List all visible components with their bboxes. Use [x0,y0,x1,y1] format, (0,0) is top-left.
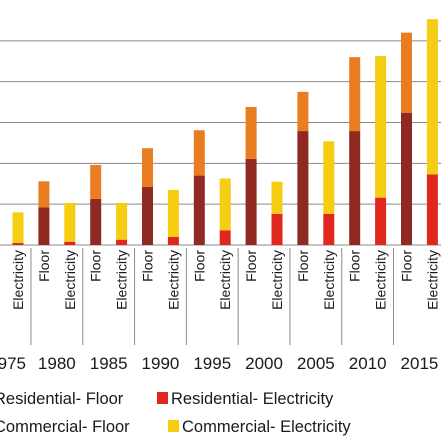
bar-segment [193,130,205,176]
bar-segment [116,239,128,245]
year-label: 2005 [297,354,335,373]
bar-segment [297,131,309,245]
bar-segment [12,212,24,243]
x-tick-label: Floor [399,250,415,282]
bar-segment [142,187,153,245]
bar-segment [401,32,412,113]
bar-segment [142,148,153,188]
x-tick-label: Electricity [10,250,26,310]
legend-label: Residential- Electricity [171,390,334,408]
x-tick-label: Electricity [424,250,440,310]
x-tick-label: Floor [295,250,311,282]
year-label: 2015 [401,354,439,373]
bar-segment [375,197,387,245]
bar-segment [271,181,283,214]
bar-segment [167,189,179,237]
bar-segment [245,158,257,245]
bar-segment [167,236,179,245]
bar-segment [38,181,50,208]
bars [12,19,438,245]
x-tick-labels: Electricity Floor Electricity Floor Electric… [10,250,440,310]
legend: Residential- Floor Residential- Electrici… [0,390,351,436]
bar-segment [426,19,438,175]
bar-segment [323,213,335,245]
year-label: 2000 [245,354,283,373]
bar-segment [323,141,335,214]
bar-segment [401,112,412,245]
x-tick-label: Electricity [114,250,130,310]
x-tick-label: Floor [36,250,52,282]
x-tick-label: Electricity [321,250,337,310]
bar-segment [64,202,76,242]
legend-label: Commercial- Floor [0,418,130,436]
year-label: 975 [0,354,26,373]
bar-segment [116,202,128,240]
year-label: 1985 [90,354,128,373]
year-label: 1990 [142,354,180,373]
x-tick-label: Electricity [165,250,181,310]
bar-segment [271,213,283,245]
bar-segment [193,175,205,245]
legend-label: Commercial- Electricity [182,418,351,436]
x-tick-label: Floor [191,250,207,282]
bar-segment [426,174,438,245]
x-tick-label: Electricity [373,250,389,310]
x-tick-label: Floor [347,250,363,282]
x-tick-label: Electricity [269,250,285,310]
bar-segment [64,241,76,245]
x-tick-label: Electricity [217,250,233,310]
x-tick-label: Floor [140,250,156,282]
bar-segment [219,178,231,231]
bar-segment [219,230,231,245]
bar-segment [245,106,257,159]
year-label: 1995 [193,354,231,373]
year-label: 1980 [38,354,76,373]
legend-swatch [168,420,179,432]
legend-label: Residential- Floor [0,390,124,408]
legend-swatch [157,392,168,404]
bar-segment [38,207,50,245]
year-labels: 975 1980 1985 1990 1995 2000 2005 2010 2015 [0,354,438,373]
bar-segment [90,164,102,199]
year-label: 2010 [349,354,387,373]
bar-segment [297,91,309,132]
x-tick-label: Electricity [62,250,78,310]
bar-segment [90,198,102,245]
bar-segment [375,55,387,198]
bar-segment [349,131,361,245]
category-separators [30,248,395,345]
x-tick-label: Floor [88,250,104,282]
bar-segment [349,57,361,132]
x-tick-label: Floor [243,250,259,282]
bar-segment [12,242,24,245]
